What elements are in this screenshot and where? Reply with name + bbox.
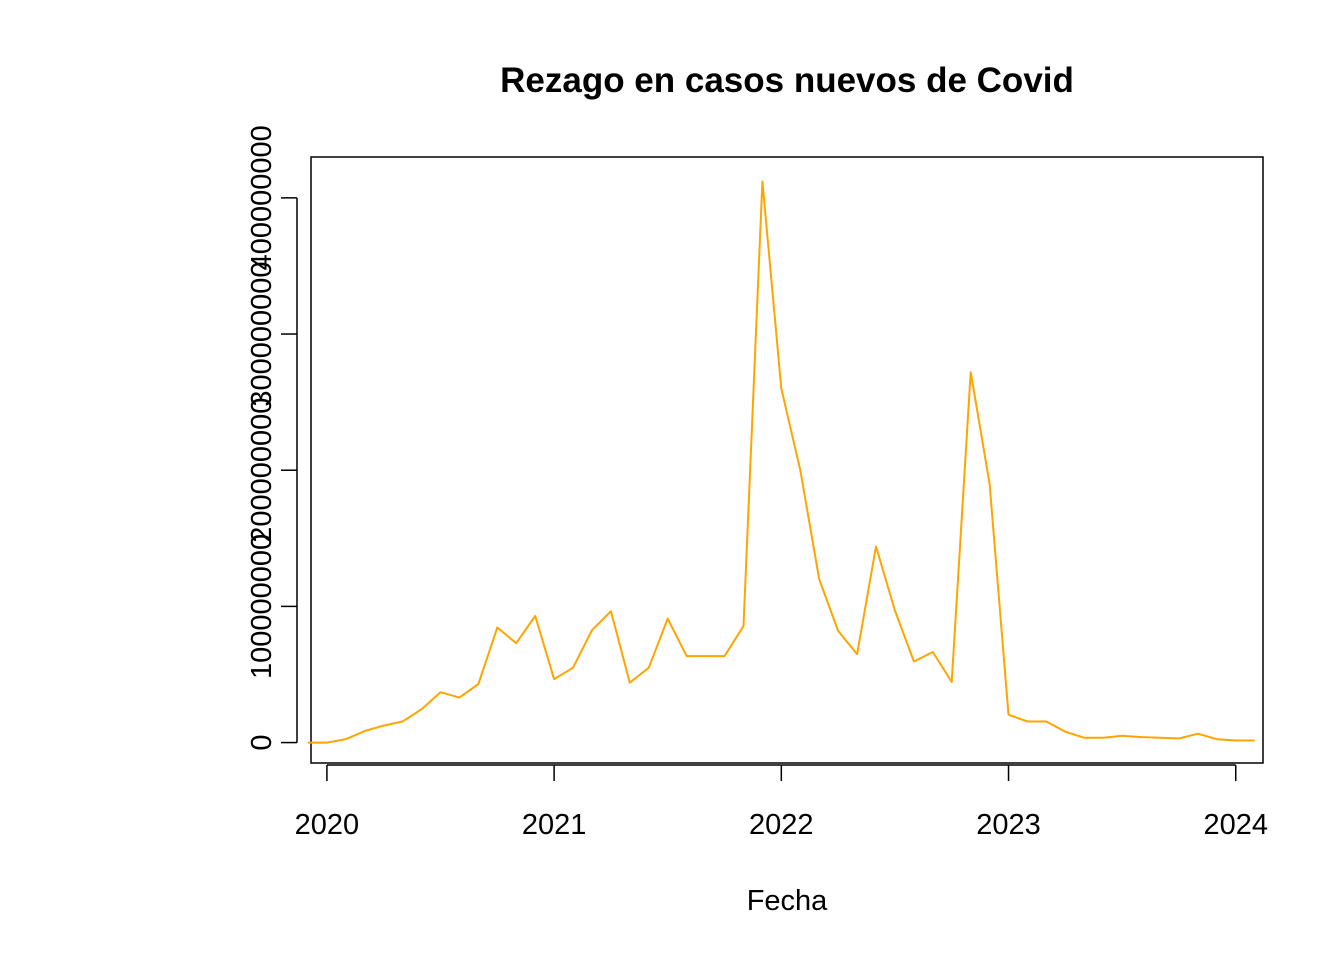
y-tick-label: 100000000 bbox=[246, 534, 278, 679]
x-tick-label: 2021 bbox=[522, 809, 587, 841]
y-tick-label: 400000000 bbox=[246, 125, 278, 270]
y-tick-label: 200000000 bbox=[246, 398, 278, 543]
x-tick-label: 2020 bbox=[295, 809, 360, 841]
plot-frame bbox=[310, 156, 1264, 764]
x-tick-label: 2022 bbox=[749, 809, 814, 841]
y-tick-label: 0 bbox=[246, 735, 278, 751]
x-tick-label: 2023 bbox=[976, 809, 1041, 841]
x-axis: 2020 2021 2022 2023 2024 bbox=[295, 764, 1268, 841]
series-line bbox=[308, 180, 1255, 744]
chart-title: Rezago en casos nuevos de Covid bbox=[500, 61, 1074, 100]
y-tick-label: 300000000 bbox=[246, 261, 278, 406]
x-axis-label: Fecha bbox=[747, 885, 828, 917]
series-layer bbox=[308, 180, 1255, 744]
x-tick-label: 2024 bbox=[1203, 809, 1268, 841]
